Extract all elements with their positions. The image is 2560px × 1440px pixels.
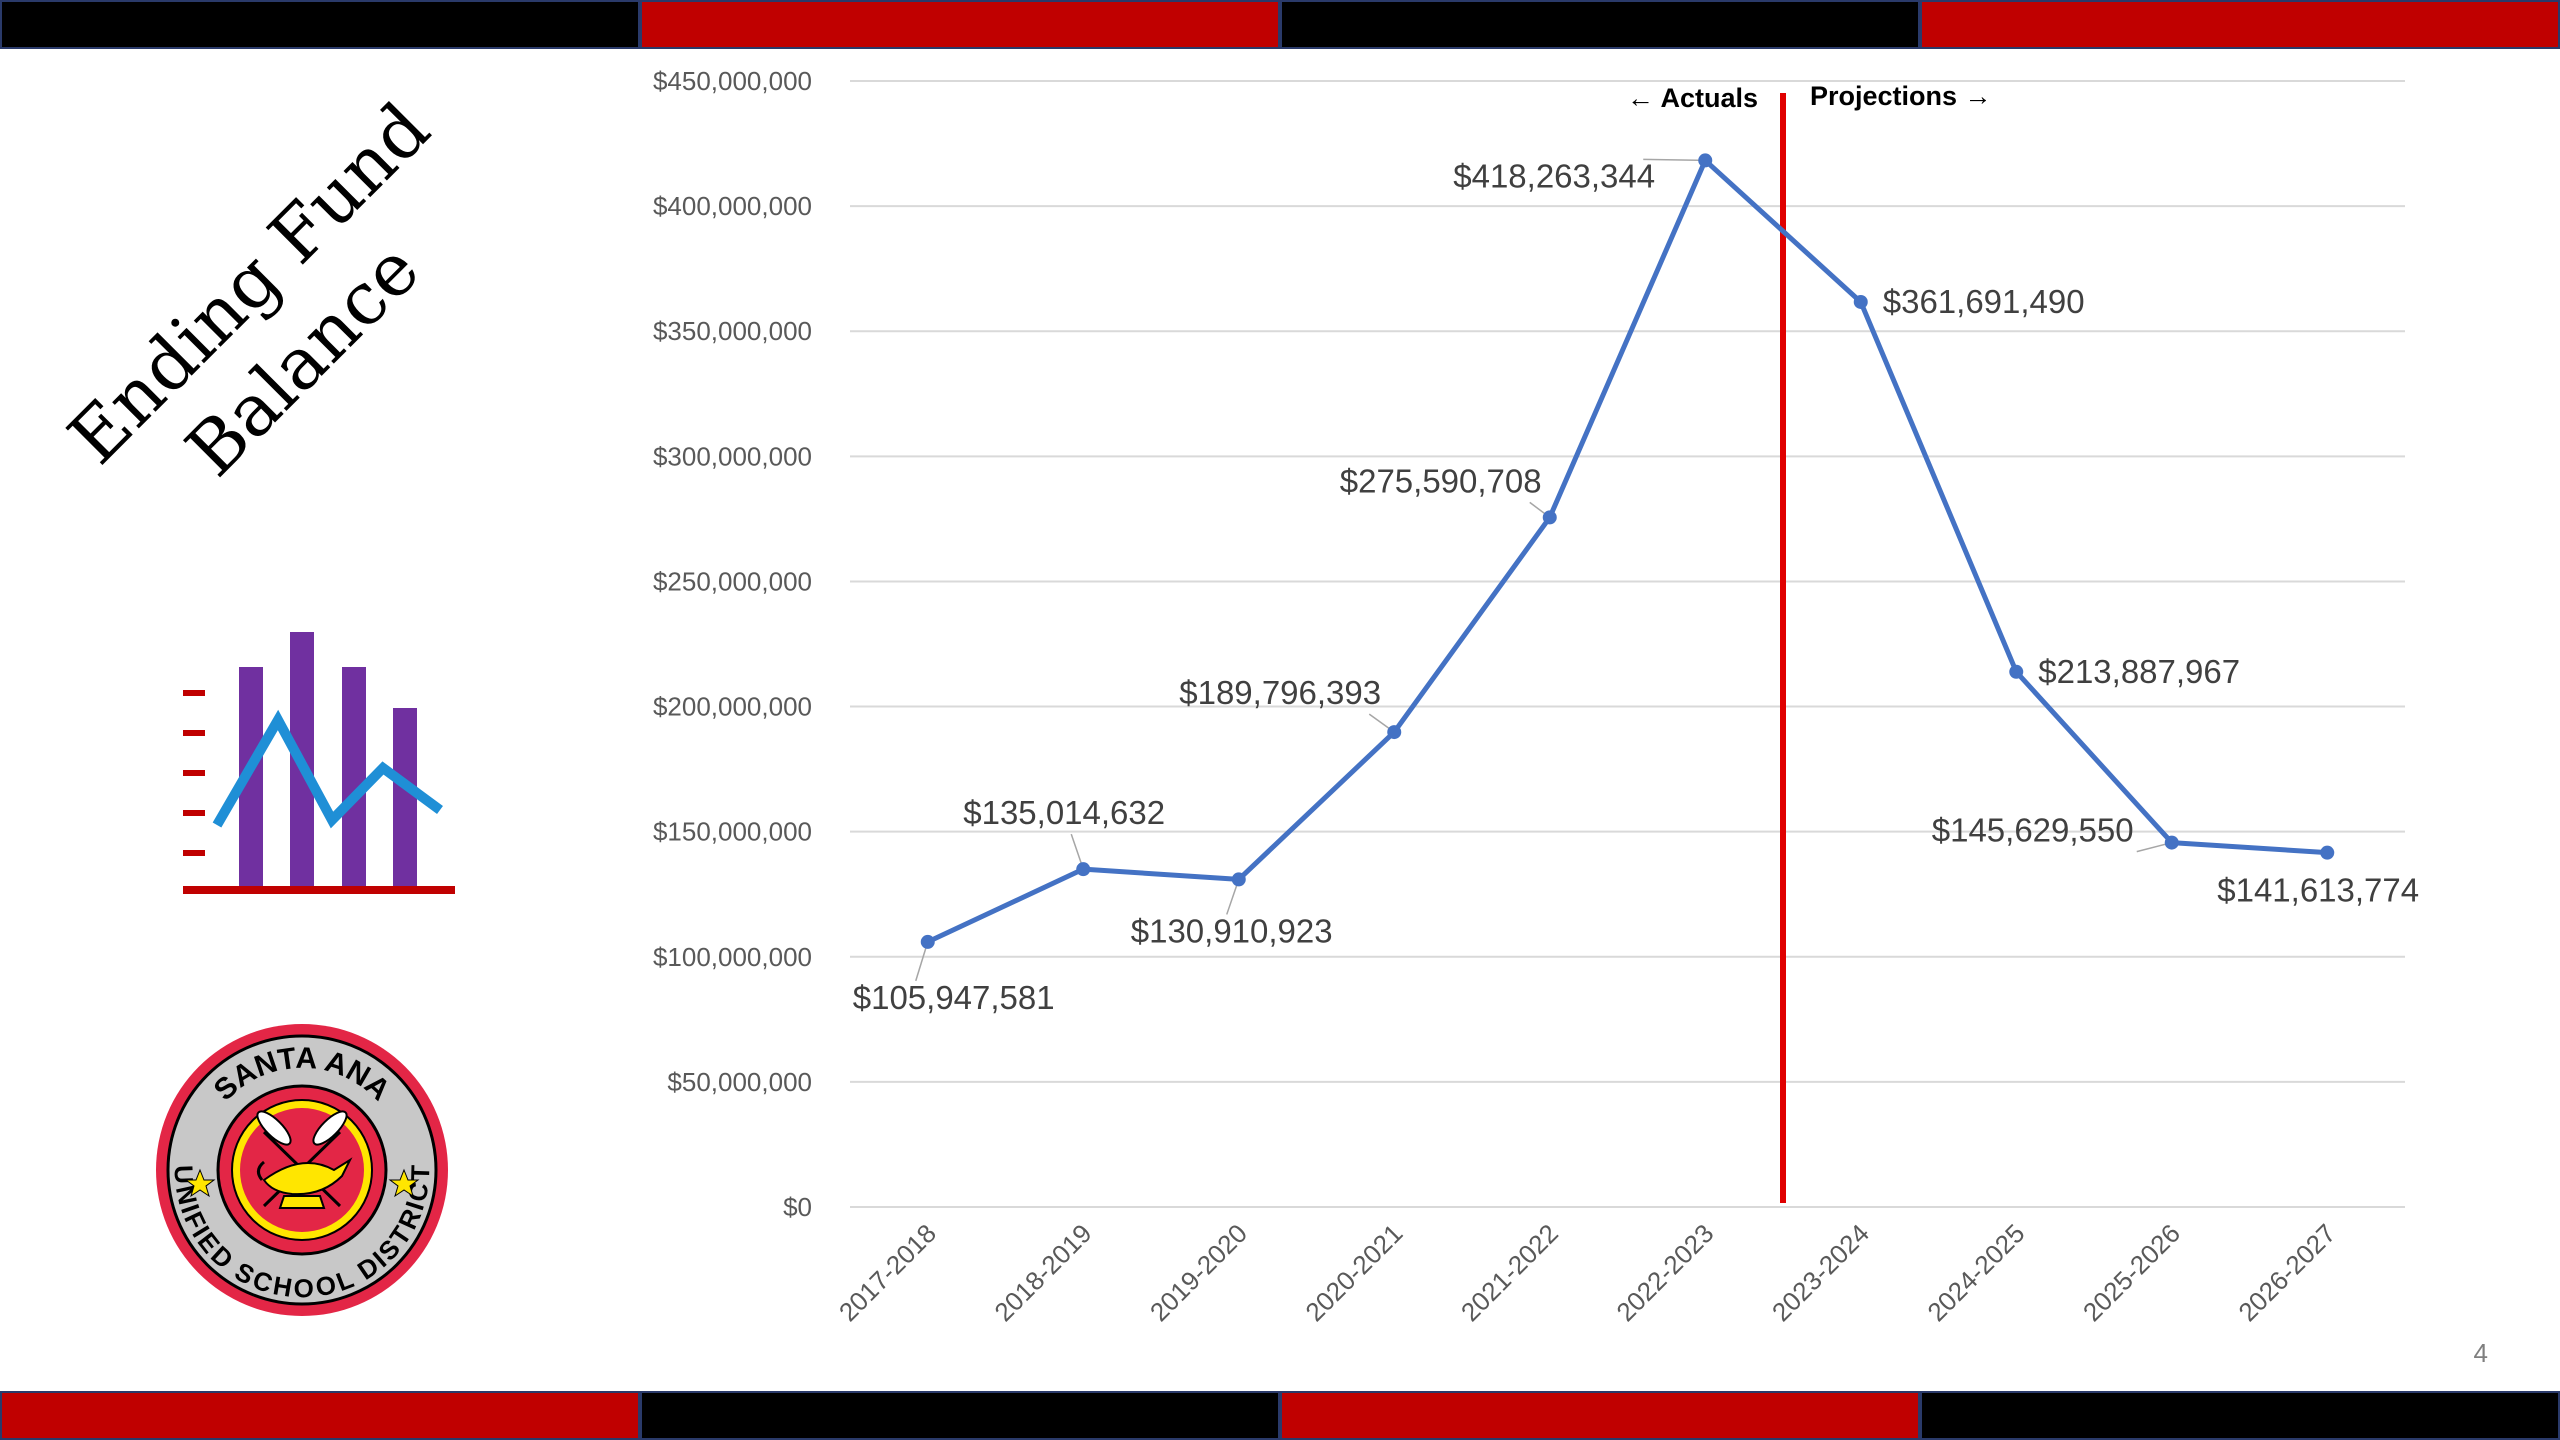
data-label: $275,590,708 (1340, 462, 1542, 499)
data-point (2320, 845, 2335, 860)
district-seal-logo: SANTA ANA UNIFIED SCHOOL DISTRICT (156, 1024, 448, 1316)
y-tick-label: $200,000,000 (653, 692, 812, 722)
data-label: $130,910,923 (1131, 912, 1333, 949)
x-tick-label: 2021-2022 (1455, 1218, 1564, 1327)
data-point (1076, 862, 1091, 877)
x-tick-label: 2022-2023 (1610, 1218, 1719, 1327)
data-point (1387, 725, 1402, 740)
x-tick-label: 2019-2020 (1144, 1218, 1253, 1327)
stripe-segment (1280, 1391, 1920, 1440)
y-tick-label: $450,000,000 (653, 66, 812, 96)
data-label: $213,887,967 (2038, 653, 2240, 690)
bottom-stripe-bar (0, 1391, 2560, 1440)
stripe-segment (1920, 0, 2560, 49)
y-tick-label: $0 (783, 1192, 812, 1222)
data-label: $135,014,632 (963, 794, 1165, 831)
y-tick-label: $50,000,000 (667, 1067, 812, 1097)
data-label: $361,691,490 (1883, 283, 2085, 320)
stripe-segment (640, 1391, 1280, 1440)
data-label-leader (1643, 158, 1706, 162)
x-tick-label: 2020-2021 (1299, 1218, 1408, 1327)
stripe-segment (0, 0, 640, 49)
data-point (1853, 294, 1868, 309)
x-tick-label: 2024-2025 (1921, 1218, 2030, 1327)
y-tick-label: $250,000,000 (653, 566, 812, 596)
x-tick-label: 2017-2018 (833, 1218, 942, 1327)
page-number: 4 (2473, 1338, 2488, 1368)
top-stripe-bar (0, 0, 2560, 49)
stripe-segment (1920, 1391, 2560, 1440)
data-point (2164, 835, 2179, 850)
y-tick-label: $150,000,000 (653, 817, 812, 847)
projections-annotation: Projections → (1810, 81, 1992, 111)
x-tick-label: 2025-2026 (2077, 1218, 2186, 1327)
data-label: $145,629,550 (1932, 812, 2134, 849)
data-point (1698, 153, 1713, 168)
data-label: $189,796,393 (1179, 674, 1381, 711)
y-tick-label: $100,000,000 (653, 942, 812, 972)
stripe-segment (640, 0, 1280, 49)
x-tick-label: 2026-2027 (2232, 1218, 2341, 1327)
data-label: $105,947,581 (853, 979, 1055, 1016)
y-tick-label: $400,000,000 (653, 191, 812, 221)
data-point (1542, 510, 1557, 525)
stripe-segment (0, 1391, 640, 1440)
x-tick-label: 2018-2019 (988, 1218, 1097, 1327)
stripe-segment (1280, 0, 1920, 49)
y-tick-label: $300,000,000 (653, 441, 812, 471)
ending-fund-balance-series-line (926, 157, 2328, 945)
y-tick-label: $350,000,000 (653, 316, 812, 346)
data-point (2009, 664, 2024, 679)
x-tick-label: 2023-2024 (1766, 1218, 1875, 1327)
data-label: $418,263,344 (1453, 157, 1655, 194)
data-point (920, 934, 935, 949)
bar-line-chart-icon (183, 632, 455, 894)
data-label: $141,613,774 (2217, 872, 2419, 909)
actuals-annotation: ← Actuals (1627, 83, 1758, 113)
data-point (1231, 872, 1246, 887)
